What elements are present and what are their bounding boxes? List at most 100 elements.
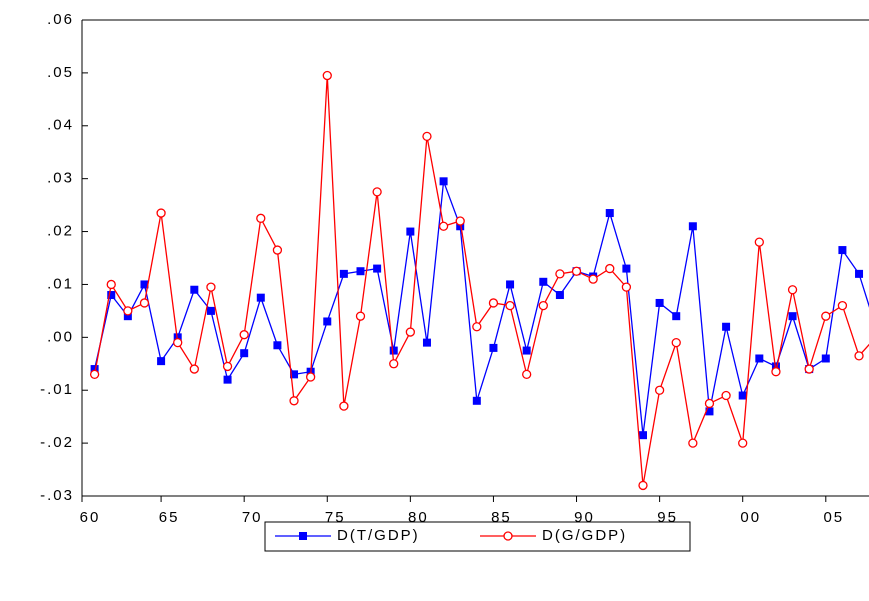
y-tick-label: -.02 — [40, 434, 74, 451]
marker — [89, 369, 100, 380]
marker — [455, 216, 465, 226]
y-tick-label: .05 — [47, 64, 74, 81]
marker — [621, 282, 632, 292]
marker — [422, 338, 431, 347]
marker — [538, 300, 548, 311]
marker — [273, 341, 282, 350]
marker — [389, 359, 399, 369]
marker — [206, 282, 216, 292]
marker — [489, 343, 498, 352]
marker — [755, 354, 764, 363]
marker — [472, 396, 481, 405]
legend-box — [264, 521, 691, 552]
legend-label: D(G/GDP) — [542, 527, 627, 544]
marker — [173, 337, 183, 348]
marker — [688, 222, 697, 231]
marker — [223, 375, 232, 384]
marker — [671, 337, 681, 348]
marker — [373, 264, 382, 273]
marker — [339, 401, 349, 411]
marker — [771, 362, 780, 371]
x-tick-label: 05 — [823, 509, 844, 526]
marker — [157, 357, 166, 366]
marker — [356, 267, 365, 276]
marker — [754, 237, 764, 247]
marker — [107, 291, 116, 300]
marker — [821, 354, 830, 363]
x-tick-label: 70 — [242, 509, 263, 526]
marker — [506, 280, 515, 289]
axes: -.03 -.02 -.01 .00 .01 .02 .03 .04 .05 .06 60 65 70 7… — [40, 11, 869, 526]
x-tick-label: 60 — [80, 509, 101, 526]
marker — [505, 300, 515, 311]
marker — [855, 269, 864, 278]
marker — [240, 349, 249, 358]
marker — [339, 269, 348, 278]
marker — [106, 279, 116, 290]
marker — [323, 317, 332, 326]
marker — [439, 177, 448, 186]
marker — [289, 396, 299, 406]
y-tick-label: -.01 — [40, 381, 74, 398]
x-tick-label: 90 — [574, 509, 595, 526]
marker — [672, 312, 681, 321]
marker — [738, 438, 748, 448]
marker — [355, 311, 366, 321]
x-tick-label: 00 — [740, 509, 761, 526]
marker — [140, 280, 149, 289]
marker — [738, 391, 747, 400]
marker — [422, 131, 432, 142]
legend: D(T/GDP) D(G/GDP) — [264, 521, 691, 552]
y-tick-label: .03 — [47, 170, 74, 187]
marker — [539, 277, 548, 286]
marker — [406, 227, 415, 236]
marker — [189, 364, 199, 374]
marker — [522, 369, 532, 380]
series-line — [93, 75, 869, 486]
marker — [239, 330, 249, 340]
marker — [90, 365, 99, 374]
marker — [705, 407, 714, 416]
marker — [722, 322, 731, 331]
marker — [222, 361, 233, 372]
marker — [438, 221, 449, 231]
marker — [322, 70, 332, 81]
marker — [256, 213, 266, 223]
y-tick-label: .04 — [47, 117, 74, 134]
marker — [605, 263, 615, 274]
marker — [206, 306, 215, 315]
marker — [488, 298, 499, 308]
marker — [788, 312, 797, 321]
marker — [571, 266, 582, 276]
legend-marker — [503, 531, 513, 541]
marker — [389, 346, 398, 355]
marker — [305, 372, 316, 382]
marker — [638, 480, 648, 491]
marker — [804, 364, 814, 374]
marker — [821, 311, 831, 321]
marker — [123, 312, 132, 321]
marker — [456, 222, 465, 231]
y-tick-label: .06 — [47, 11, 74, 28]
marker — [190, 285, 199, 294]
marker — [639, 431, 647, 440]
marker — [472, 322, 482, 332]
marker — [704, 398, 715, 409]
marker — [655, 298, 664, 307]
marker — [854, 351, 864, 361]
marker — [838, 246, 847, 255]
marker — [372, 187, 382, 197]
marker — [272, 245, 283, 255]
marker — [605, 209, 614, 218]
legend-label: D(T/GDP) — [337, 527, 420, 544]
y-tick-label: .02 — [47, 223, 74, 240]
marker — [588, 274, 598, 284]
y-tick-label: -.03 — [40, 487, 74, 504]
marker — [555, 269, 565, 279]
marker — [622, 264, 631, 273]
marker — [522, 346, 531, 355]
y-tick-label: .01 — [47, 275, 74, 292]
marker — [156, 208, 166, 218]
marker — [290, 370, 299, 379]
marker — [123, 306, 133, 316]
